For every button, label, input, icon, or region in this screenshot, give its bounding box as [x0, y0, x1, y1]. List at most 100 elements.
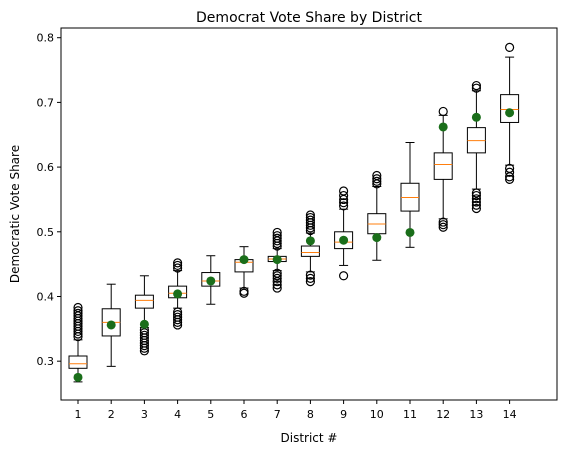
- actual-point-district-10: [372, 233, 382, 243]
- box-district-13: [466, 80, 486, 214]
- actual-point-district-1: [73, 372, 83, 382]
- outlier-point: [272, 231, 282, 241]
- outlier-point: [73, 302, 83, 313]
- outlier-point: [372, 174, 382, 184]
- actual-point-district-12: [438, 122, 448, 132]
- outlier-point: [73, 308, 83, 318]
- outlier-point: [505, 163, 515, 173]
- outlier-point: [471, 194, 481, 204]
- box-iqr: [201, 272, 221, 287]
- outlier-point: [505, 42, 515, 53]
- x-tick-label: 7: [274, 408, 281, 421]
- x-axis: 1 2 3 4 5 6 7 8 9 10 11 12 13 14: [75, 400, 517, 421]
- outlier-point: [305, 212, 315, 223]
- outlier-point: [471, 188, 481, 198]
- outlier-point: [305, 210, 315, 220]
- x-tick-label: 6: [241, 408, 248, 421]
- x-tick-label: 8: [307, 408, 314, 421]
- actual-point-district-11: [405, 227, 415, 237]
- outlier-point: [305, 273, 315, 283]
- outlier-point: [339, 201, 349, 211]
- outlier-point: [505, 174, 515, 184]
- outlier-point: [173, 307, 183, 317]
- actual-point-district-6: [239, 255, 249, 265]
- y-tick-label: 0.5: [37, 226, 55, 239]
- x-tick-label: 1: [75, 408, 82, 421]
- box-iqr: [68, 355, 88, 369]
- outlier-point: [272, 273, 282, 283]
- x-tick-label: 13: [469, 408, 483, 421]
- plot-area: [68, 42, 520, 383]
- box-iqr: [334, 231, 354, 250]
- x-tick-label: 12: [436, 408, 450, 421]
- actual-point-district-5: [206, 276, 216, 286]
- y-tick-label: 0.7: [37, 96, 55, 109]
- y-tick-label: 0.4: [37, 290, 55, 303]
- outlier-point: [272, 271, 282, 281]
- actual-point-district-7: [272, 255, 282, 265]
- y-tick-label: 0.3: [37, 355, 55, 368]
- outlier-point: [471, 203, 481, 214]
- actual-point-district-2: [106, 320, 116, 330]
- outlier-point: [471, 200, 481, 210]
- box-district-7: [267, 227, 287, 293]
- outlier-point: [305, 277, 315, 287]
- actual-point-district-4: [173, 289, 183, 299]
- box-iqr: [500, 94, 520, 123]
- actual-point-district-3: [139, 319, 149, 329]
- outlier-point: [305, 270, 315, 280]
- outlier-point: [438, 217, 448, 227]
- x-tick-label: 10: [370, 408, 384, 421]
- x-tick-label: 14: [503, 408, 517, 421]
- x-tick-label: 4: [174, 408, 181, 421]
- outlier-point: [471, 197, 481, 207]
- outlier-point: [272, 283, 282, 293]
- outlier-point: [73, 306, 83, 316]
- box-district-1: [68, 302, 88, 383]
- outlier-point: [339, 198, 349, 208]
- x-tick-label: 9: [340, 408, 347, 421]
- x-tick-label: 2: [108, 408, 115, 421]
- outlier-point: [139, 330, 149, 340]
- y-tick-label: 0.8: [37, 32, 55, 45]
- actual-point-district-13: [471, 112, 481, 122]
- actual-point-district-9: [339, 235, 349, 245]
- actual-point-district-14: [505, 108, 515, 118]
- outlier-point: [272, 268, 282, 278]
- outlier-point: [239, 286, 249, 296]
- outlier-point: [471, 190, 481, 201]
- outlier-point: [438, 222, 448, 232]
- outlier-point: [272, 227, 282, 238]
- outlier-point: [272, 280, 282, 290]
- box-iqr: [134, 294, 154, 309]
- outlier-point: [372, 176, 382, 186]
- x-tick-label: 3: [141, 408, 148, 421]
- box-iqr: [300, 245, 320, 257]
- chart-title: Democrat Vote Share by District: [196, 10, 422, 26]
- box-district-14: [500, 42, 520, 184]
- outlier-point: [339, 271, 349, 281]
- box-district-2: [101, 283, 121, 367]
- outlier-point: [173, 258, 183, 268]
- outlier-point: [173, 260, 183, 271]
- outlier-point: [173, 312, 183, 322]
- outlier-point: [173, 263, 183, 273]
- axes-frame: [60, 27, 558, 401]
- outlier-point: [438, 220, 448, 230]
- y-axis-label: Democratic Vote Share: [8, 145, 22, 283]
- outlier-point: [305, 215, 315, 225]
- box-iqr: [433, 152, 453, 180]
- outlier-point: [173, 310, 183, 320]
- x-tick-label: 5: [207, 408, 214, 421]
- box-district-11: [400, 142, 420, 248]
- actual-point-district-8: [305, 236, 315, 246]
- x-tick-label: 11: [403, 408, 417, 421]
- outlier-point: [505, 167, 515, 177]
- y-axis: 0.3 0.4 0.5 0.6 0.7 0.8: [37, 32, 61, 368]
- box-district-12: [433, 106, 453, 232]
- y-tick-label: 0.6: [37, 161, 55, 174]
- box-district-9: [334, 186, 354, 281]
- outlier-point: [372, 170, 382, 181]
- outlier-point: [339, 190, 349, 201]
